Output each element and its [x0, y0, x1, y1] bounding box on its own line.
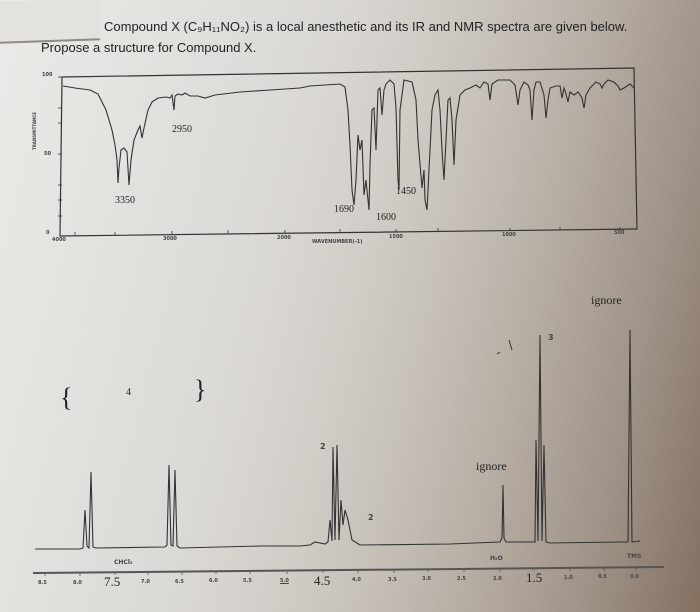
ir-xtick-2000: 2000 [277, 235, 291, 241]
nmr-xtick-7.5: 7.5 [104, 574, 121, 589]
nmr-xtick-1.5: 1.5 [526, 570, 543, 585]
nmr-integration-quartet: 2 [320, 442, 326, 451]
nmr-xtick-3.0: 3.0 [422, 576, 431, 582]
nmr-xtick-1.0: 1.0 [564, 575, 573, 581]
nmr-xtick-2.5: 2.5 [457, 576, 466, 582]
ir-label-1600: 1600 [376, 212, 396, 223]
nmr-water-label: H₂O [490, 555, 503, 562]
nmr-integration-broad: 2 [368, 513, 374, 522]
ir-xtick-500: 500 [614, 230, 625, 236]
question-text-line2: Propose a structure for Compound X. [41, 40, 257, 55]
ir-ytick-50: 50 [44, 151, 51, 157]
nmr-xtick-4.5: 4.5 [314, 573, 331, 588]
ir-ytick-100: 100 [42, 72, 53, 78]
nmr-xtick-7.0: 7.0 [141, 579, 150, 585]
nmr-xtick-4.0: 4.0 [352, 577, 361, 583]
brace-open-aromatic: { [60, 383, 73, 412]
nmr-xtick-6.5: 6.5 [175, 579, 184, 585]
nmr-integration-triplet: 3 [548, 333, 554, 342]
nmr-xtick-3.5: 3.5 [388, 577, 397, 583]
nmr-solvent-label: CHCl₃ [114, 559, 133, 566]
ir-xtick-4000: 4000 [52, 237, 66, 243]
ir-trace [62, 79, 635, 211]
nmr-xtick-5.5: 5.5 [243, 578, 252, 584]
ir-xtick-1000: 1000 [502, 232, 516, 238]
nmr-xtick-8.5: 8.5 [38, 580, 47, 586]
ir-label-1450: 1450 [396, 186, 416, 197]
ir-xtick-1500: 1500 [389, 234, 403, 240]
ir-xtick-3000: 3000 [163, 236, 177, 242]
nmr-xtick-0.0: 0.0 [630, 574, 639, 580]
nmr-xtick-0.5: 0.5 [598, 574, 607, 580]
nmr-xtick-8.0: 8.0 [73, 580, 82, 586]
nmr-tms-label: TMS [627, 553, 642, 560]
ir-label-3350: 3350 [115, 195, 135, 206]
nmr-xtick-6.0: 6.0 [209, 578, 218, 584]
nmr-ignore-tms-label: ignore [591, 293, 622, 307]
brace-close-aromatic: } [194, 375, 207, 404]
nmr-integration-aromatic: 4 [126, 387, 131, 398]
ir-label-1690: 1690 [334, 204, 354, 215]
ir-xlabel: WAVENUMBER(-1) [312, 239, 363, 245]
ir-label-2950: 2950 [172, 124, 192, 135]
nmr-ignore-water-label: ignore [476, 459, 507, 473]
question-text-line1: Compound X (C₉H₁₁NO₂) is a local anesthe… [104, 19, 628, 34]
nmr-xtick-2.0: 2.0 [493, 576, 502, 582]
nmr-trace [35, 329, 641, 550]
nmr-xtick-5.0: 5.0 [280, 578, 289, 584]
ir-ytick-0: 0 [46, 230, 50, 236]
